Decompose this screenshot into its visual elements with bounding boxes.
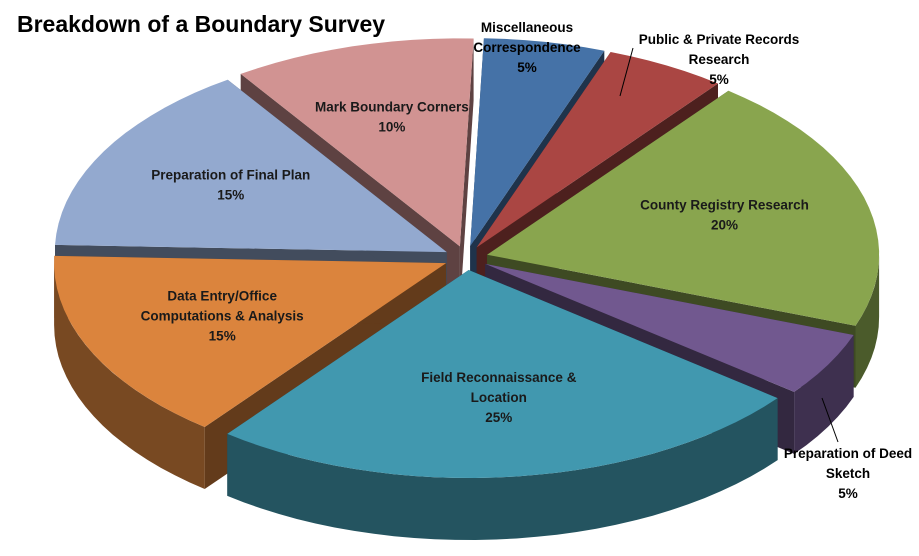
pie-slice-top-3 <box>485 263 854 392</box>
slice-label-6: Preparation of Final Plan 15% <box>151 168 310 203</box>
pie-slice-top-5 <box>54 255 447 427</box>
pie-slice-side-7-1 <box>459 38 474 309</box>
slice-label-1: Public & Private Records Research 5% <box>639 32 800 87</box>
pie-slice-top-1 <box>476 52 718 248</box>
pie-slice-wall-4-0 <box>227 398 778 540</box>
leader-line-1 <box>619 47 634 97</box>
pie-slice-wall-2-0 <box>855 254 880 388</box>
pie-slice-top-4 <box>227 270 778 478</box>
slice-label-0: Miscellaneous Correspondence 5% <box>473 20 581 75</box>
pie-slice-top-7 <box>240 38 474 247</box>
slice-label-2: County Registry Research 20% <box>640 198 809 233</box>
slice-label-5: Data Entry/Office Computations & Analysis… <box>141 289 304 344</box>
pie-slice-4 <box>227 270 778 540</box>
pie-slice-wall-5-0 <box>54 263 205 489</box>
slice-label-7: Mark Boundary Corners 10% <box>315 99 469 134</box>
leader-line-3 <box>821 397 839 443</box>
pie-slice-wall-3-0 <box>794 335 854 454</box>
slice-label-3: Preparation of Deed Sketch 5% <box>784 446 912 501</box>
chart-title: Breakdown of a Boundary Survey <box>17 11 386 37</box>
pie-slice-top-6 <box>55 79 447 253</box>
slice-label-4: Field Reconnaissance & Location 25% <box>421 370 577 425</box>
pie-slice-top-0 <box>470 38 605 247</box>
pie-slice-top-2 <box>487 90 880 326</box>
